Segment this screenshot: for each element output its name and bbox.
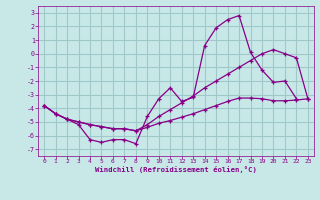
X-axis label: Windchill (Refroidissement éolien,°C): Windchill (Refroidissement éolien,°C) (95, 166, 257, 173)
